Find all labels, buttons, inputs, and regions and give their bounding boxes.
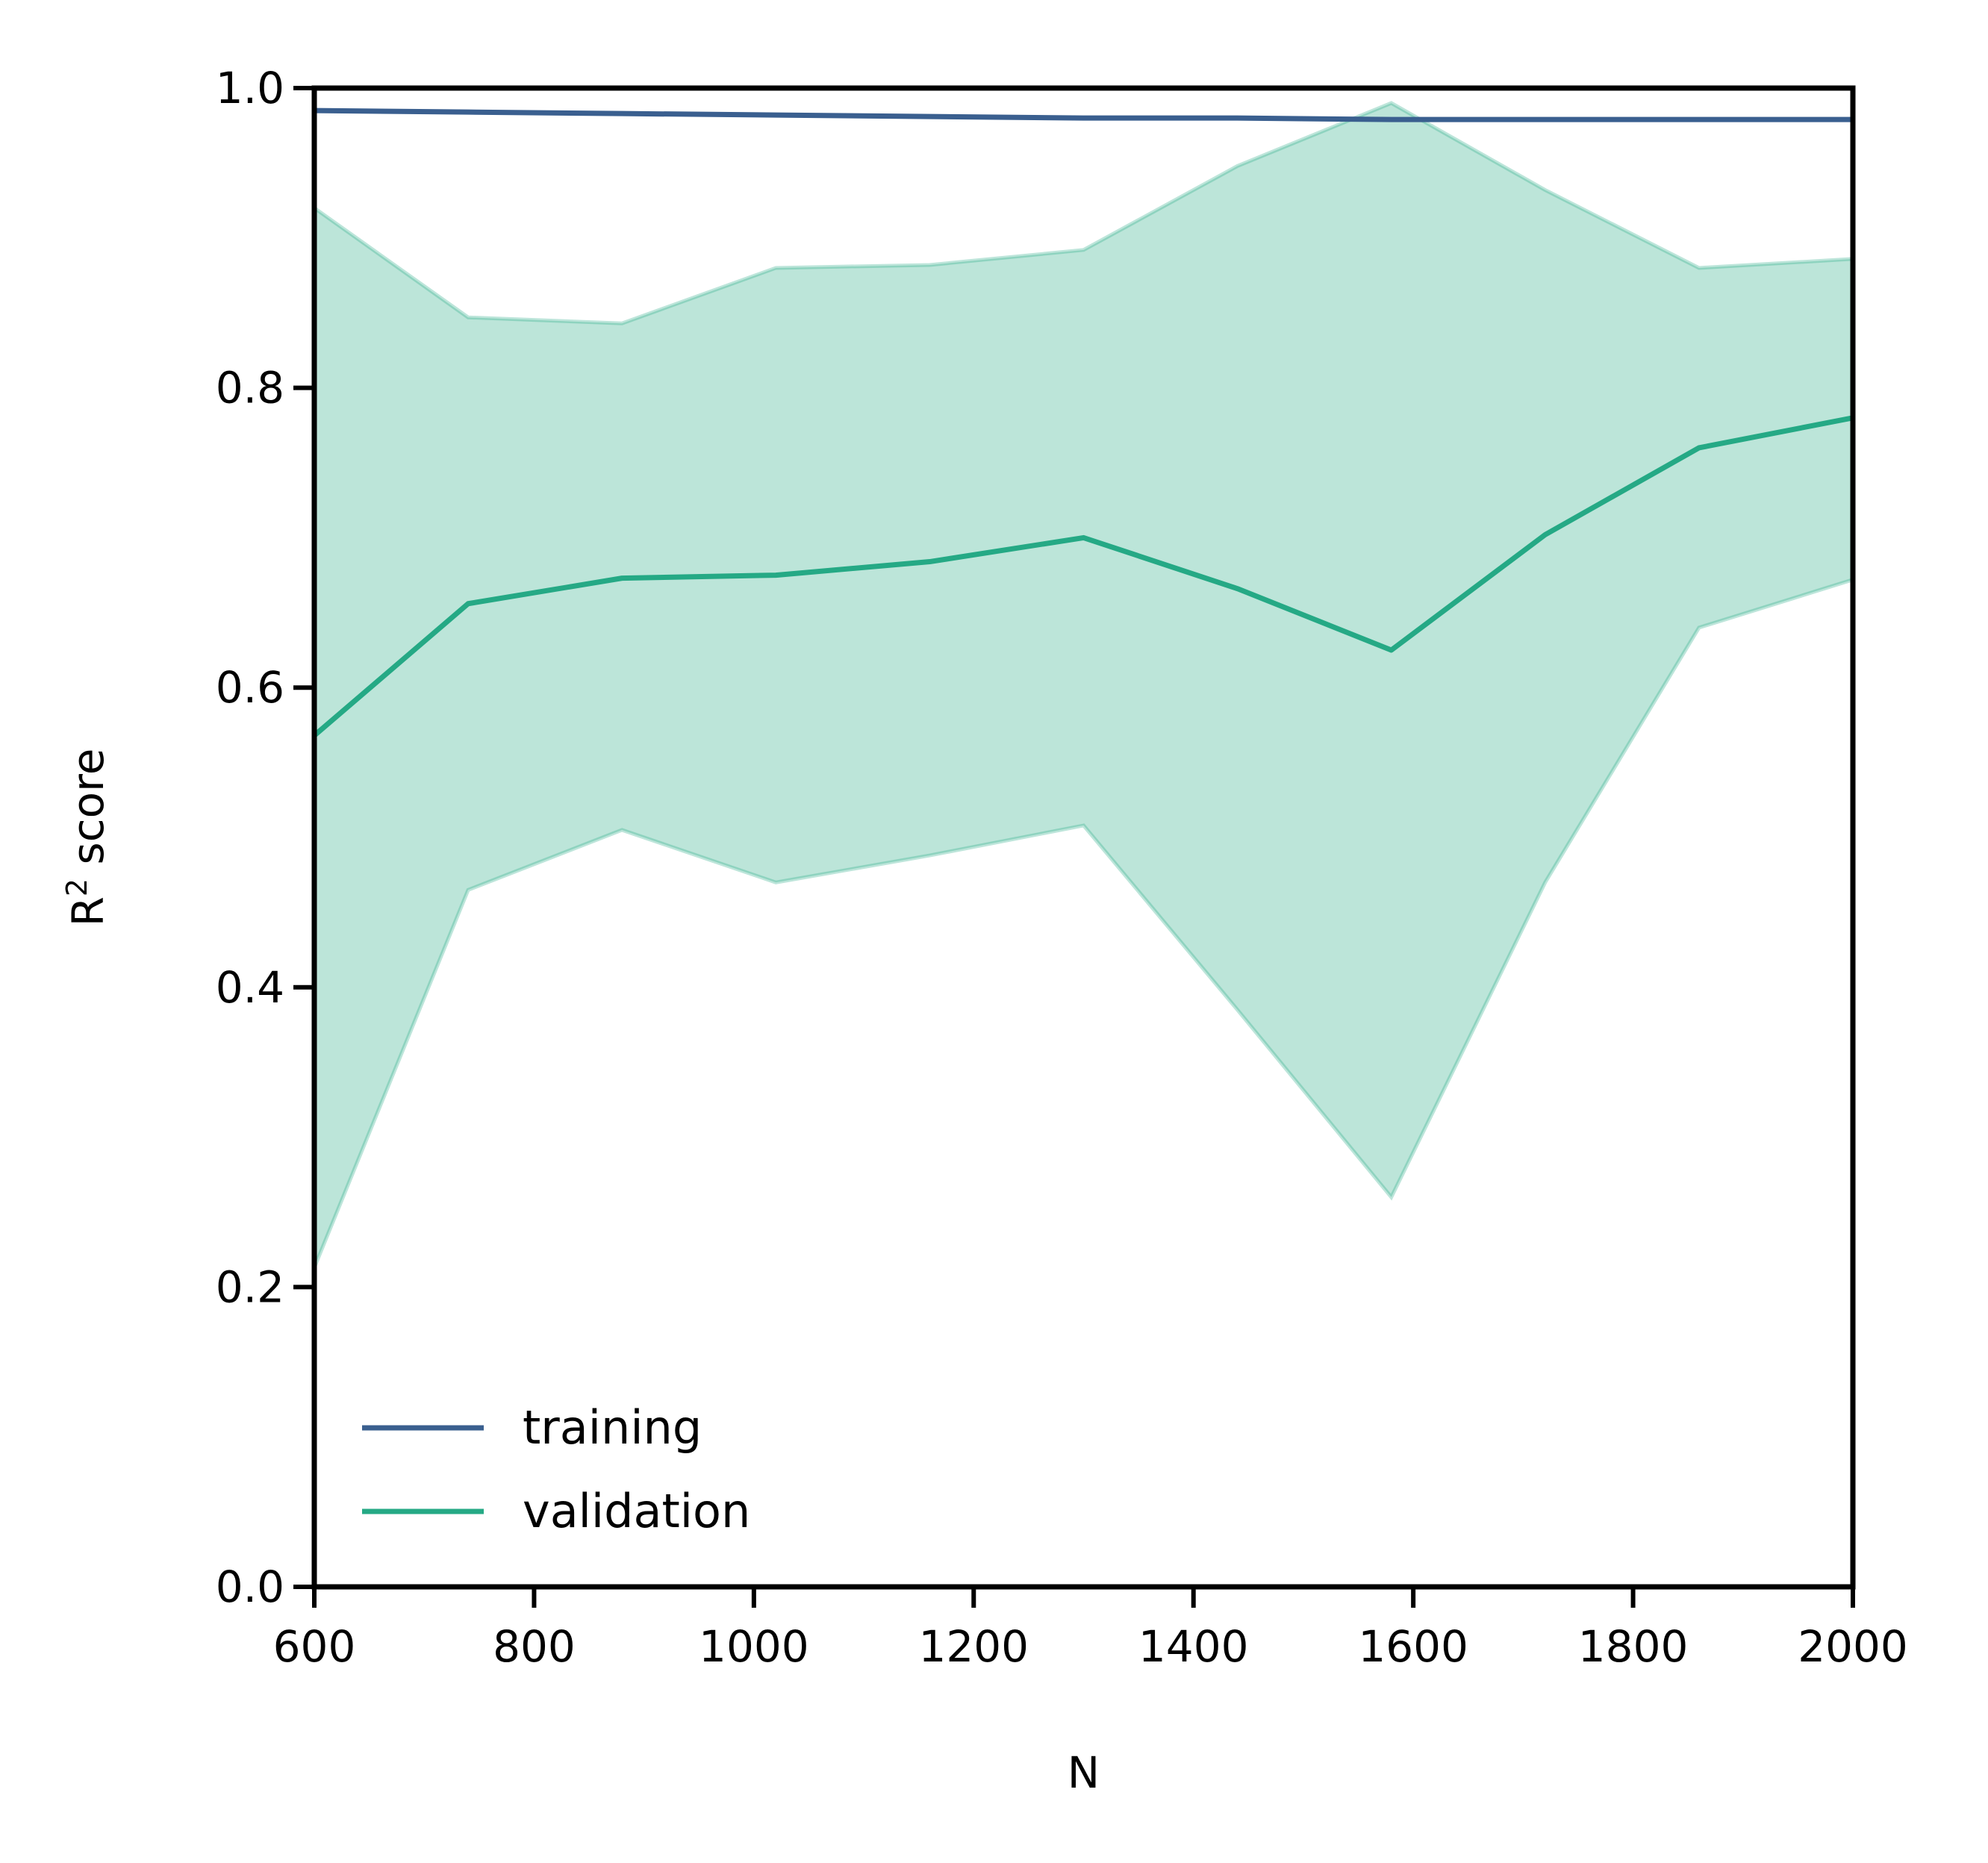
x-tick-label: 1200 [918,1621,1029,1672]
y-tick-label: 0.8 [216,363,284,414]
confidence-band-layer [312,101,1854,1269]
legend-label-training: training [523,1400,702,1455]
y-tick-label: 0.6 [216,662,284,713]
y-tick-label: 1.0 [216,63,284,113]
x-tick-label: 2000 [1798,1621,1908,1672]
legend: training validation [362,1400,750,1538]
y-axis-title: R2 score [60,749,113,927]
legend-label-validation: validation [523,1484,750,1538]
y-axis: 0.0 0.2 0.4 0.6 0.8 1.0 [216,63,314,1612]
x-tick-label: 1000 [699,1621,809,1672]
y-tick-label: 0.2 [216,1261,284,1312]
series-line-layer [312,107,1854,738]
x-tick-label: 1400 [1138,1621,1249,1672]
x-tick-label: 600 [273,1621,356,1672]
training-line [314,107,1853,122]
plot-area [311,85,1856,1590]
x-tick-label: 800 [493,1621,576,1672]
validation-band [314,103,1853,1268]
plot-frame [311,85,1856,1590]
y-tick-label: 0.4 [216,962,284,1013]
validation-band-lower-edge [312,578,1854,1269]
x-tick-label: 1800 [1578,1621,1689,1672]
x-tick-label: 1600 [1358,1621,1468,1672]
validation-band-upper-edge [313,101,1854,325]
x-axis-title: N [1068,1747,1100,1798]
validation-line [312,415,1854,738]
y-tick-label: 0.0 [216,1561,284,1612]
x-axis: 600 800 1000 1200 1400 1600 1800 2000 [273,1587,1908,1672]
